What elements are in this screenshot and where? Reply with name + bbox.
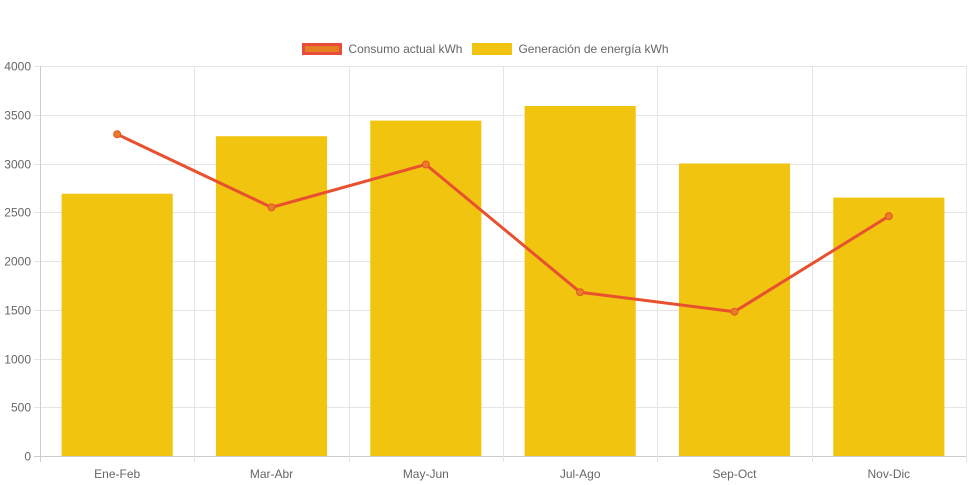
point-consumo [884,212,893,221]
y-tick-label: 3500 [4,109,31,123]
x-tick-label: Jul-Ago [560,467,601,481]
bar-generacion [215,136,328,456]
legend-item-generacion[interactable]: Generación de energía kWh [472,42,669,56]
point-consumo [576,288,585,297]
bar-generacion [370,120,482,456]
legend-label-consumo: Consumo actual kWh [348,42,463,56]
point-consumo [113,130,122,139]
y-tick-label: 2000 [4,255,31,269]
bar-generacion [524,105,636,456]
y-tick-label: 2500 [4,206,31,220]
y-tick-label: 500 [11,401,31,415]
y-tick-label: 0 [24,450,31,464]
chart-legend: Consumo actual kWh Generación de energía… [0,42,971,56]
bar-generacion [61,193,173,456]
x-tick-label: Mar-Abr [250,467,293,481]
x-tick-label: Sep-Oct [712,467,757,481]
x-tick-label: May-Jun [403,467,449,481]
legend-label-generacion: Generación de energía kWh [518,42,669,56]
y-tick-label: 3000 [4,158,31,172]
legend-swatch-generacion [472,43,513,55]
line-consumo [116,132,890,314]
point-consumo [267,203,276,212]
legend-swatch-consumo [302,43,343,55]
y-tick-label: 1000 [4,353,31,367]
point-consumo [730,307,739,316]
bar-generacion [833,197,945,456]
point-consumo [421,160,430,169]
x-tick-label: Nov-Dic [867,467,910,481]
legend-item-consumo[interactable]: Consumo actual kWh [302,42,462,56]
y-tick-label: 1500 [4,304,31,318]
y-tick-label: 4000 [4,60,31,74]
x-tick-label: Ene-Feb [94,467,140,481]
